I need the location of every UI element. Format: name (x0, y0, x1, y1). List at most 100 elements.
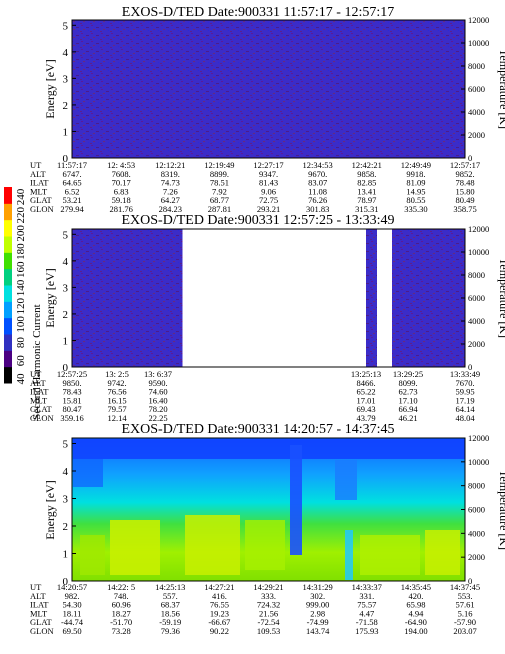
table-cell: 12:57:25 (57, 369, 87, 379)
table-cell: 83.07 (308, 178, 327, 188)
colorbar-swatch (4, 317, 12, 335)
table-cell: 143.74 (306, 626, 330, 636)
table-cell: 12: 4:53 (107, 160, 135, 170)
colorbar-tick-label: 100 (15, 316, 27, 333)
table-cell: -44.74 (61, 617, 84, 627)
colorbar-tick-label: 180 (15, 243, 27, 260)
panel-2-data-seg-1 (72, 229, 183, 367)
table-cell: 359.16 (60, 413, 83, 423)
panel-1-info-table: UTALTILATMLTGLATGLON11:57:176747.64.656.… (30, 160, 480, 214)
ytick-right-label: 6000 (468, 505, 485, 515)
table-cell: 15.81 (62, 395, 81, 405)
table-cell: 194.00 (404, 626, 427, 636)
table-cell: 21.56 (259, 608, 278, 618)
table-cell: 293.21 (257, 204, 280, 214)
table-row-label: ILAT (30, 600, 49, 610)
ytick-left-label: 0 (63, 362, 69, 374)
table-cell: 9.06 (261, 186, 276, 196)
table-cell: 17.01 (356, 395, 375, 405)
table-row-label: GLON (30, 413, 54, 423)
table-cell: 284.23 (159, 204, 182, 214)
table-cell: 7608. (112, 169, 131, 179)
ytick-right-label: 2000 (468, 339, 485, 349)
colorbar-label: Second Harmonic Current (31, 304, 43, 419)
table-cell: 11:57:17 (57, 160, 87, 170)
table-cell: 68.77 (210, 195, 229, 205)
table-cell: 79.57 (107, 404, 126, 414)
panel-2-title: EXOS-D/TED Date:900331 12:57:25 - 13:33:… (122, 213, 395, 228)
table-cell: 78.97 (357, 195, 376, 205)
table-cell: 53.21 (62, 195, 81, 205)
panel-2-ylabel-right: Temperature [K] (497, 258, 505, 338)
table-cell: 420. (408, 591, 423, 601)
table-cell: 999.00 (306, 600, 329, 610)
table-cell: 82.85 (357, 178, 376, 188)
ytick-right-label: 12000 (468, 15, 489, 25)
table-cell: 7.26 (163, 186, 178, 196)
table-row-label: MLT (30, 608, 48, 618)
colorbar-tick-label: 240 (15, 188, 27, 205)
table-cell: 12:42:21 (352, 160, 382, 170)
table-cell: 13:33:49 (450, 369, 480, 379)
table-cell: 9590. (148, 378, 167, 388)
table-cell: 12:27:17 (253, 160, 283, 170)
table-cell: 43.79 (356, 413, 375, 423)
table-cell: 75.57 (357, 600, 376, 610)
colorbar-swatch (4, 187, 12, 204)
table-cell: 65.22 (356, 387, 375, 397)
table-cell: 22.25 (148, 413, 167, 423)
table-cell: -71.58 (356, 617, 378, 627)
ytick-left-label: 3 (63, 73, 69, 85)
table-cell: 54.30 (62, 600, 81, 610)
table-cell: 80.49 (455, 195, 474, 205)
table-cell: 12:34:53 (303, 160, 333, 170)
panel-2-yticks-right: 0 2000 4000 6000 8000 10000 12000 (461, 224, 489, 372)
table-cell: 65.98 (406, 600, 425, 610)
colorbar-swatch (4, 366, 12, 384)
table-cell: 17.10 (398, 395, 417, 405)
ytick-left-label: 4 (63, 47, 69, 59)
ytick-left-label: 5 (63, 439, 69, 451)
table-cell: 46.21 (398, 413, 417, 423)
table-cell: 748. (114, 591, 129, 601)
table-cell: 982. (65, 591, 80, 601)
ytick-right-label: 6000 (468, 84, 485, 94)
table-cell: 2.98 (310, 608, 325, 618)
ytick-right-label: 2000 (468, 130, 485, 140)
ytick-left-label: 2 (63, 521, 69, 533)
table-cell: 358.75 (453, 204, 476, 214)
table-cell: 6.83 (114, 186, 129, 196)
ytick-right-label: 12000 (468, 433, 489, 443)
table-cell: 73.28 (112, 626, 131, 636)
table-cell: 13: 2:5 (105, 369, 129, 379)
table-cell: 9852. (455, 169, 474, 179)
table-row-label: MLT (30, 395, 48, 405)
table-row-label: GLAT (30, 404, 53, 414)
table-cell: 76.55 (210, 600, 229, 610)
table-cell: 335.30 (404, 204, 427, 214)
table-cell: 7670. (455, 378, 474, 388)
table-cell: 68.37 (161, 600, 180, 610)
ytick-left-label: 5 (63, 229, 69, 241)
table-cell: -57.90 (454, 617, 476, 627)
panel-2: EXOS-D/TED Date:900331 12:57:25 - 13:33:… (30, 213, 505, 423)
table-cell: 4.94 (408, 608, 424, 618)
table-cell: 315.31 (355, 204, 378, 214)
ytick-right-label: 12000 (468, 224, 489, 234)
table-cell: 90.22 (210, 626, 229, 636)
ytick-right-label: 4000 (468, 528, 485, 538)
table-cell: 19.23 (210, 608, 229, 618)
table-cell: 331. (359, 591, 374, 601)
table-cell: 12:12:21 (155, 160, 185, 170)
table-cell: 64.27 (161, 195, 180, 205)
colorbar-swatch (4, 285, 12, 302)
table-cell: 13: 6:37 (144, 369, 172, 379)
table-row-label: GLAT (30, 617, 53, 627)
table-cell: 74.60 (148, 387, 167, 397)
ytick-left-label: 3 (63, 494, 69, 506)
table-cell: 78.48 (455, 178, 474, 188)
colorbar-swatch (4, 236, 12, 253)
